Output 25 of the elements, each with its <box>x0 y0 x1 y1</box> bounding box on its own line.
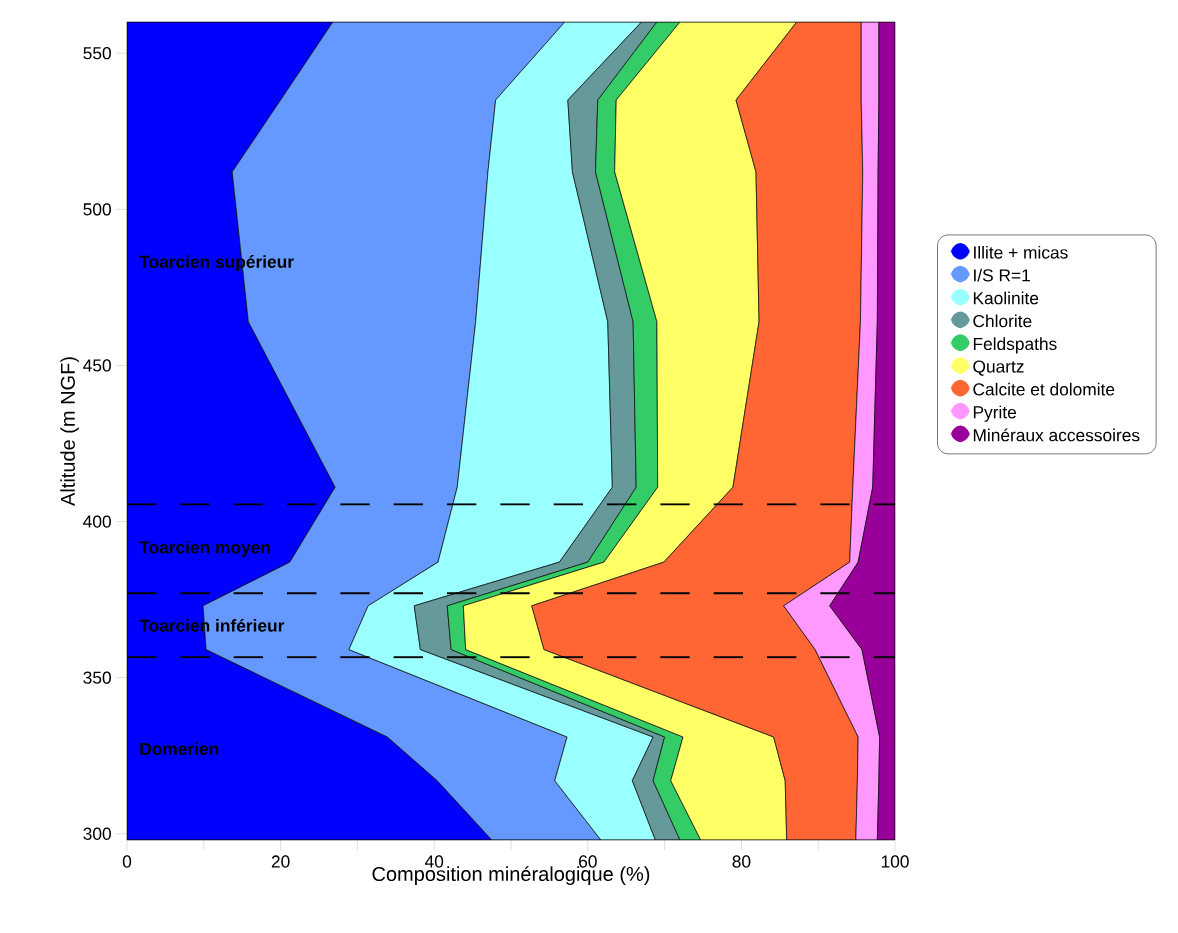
legend-label: Quartz <box>973 360 1024 376</box>
x-tick-label: 100 <box>881 855 909 868</box>
x-tick-label: 80 <box>732 855 751 868</box>
y-axis-title: Altitude (m NGF) <box>60 357 79 506</box>
x-axis-title: Composition minéralogique (%) <box>372 866 650 885</box>
y-tick-label: 400 <box>83 515 111 528</box>
y-tick-label: 500 <box>83 203 111 216</box>
legend-label: Minéraux accessoires <box>973 428 1140 442</box>
x-tick-label: 20 <box>271 855 290 868</box>
legend-label: Calcite et dolomite <box>973 382 1115 396</box>
y-tick-label: 550 <box>83 47 111 60</box>
y-tick-label: 350 <box>83 671 111 684</box>
annotation: Toarcien moyen <box>139 540 270 557</box>
legend-label: Kaolinite <box>973 291 1039 305</box>
legend-label: I/S R=1 <box>974 268 1030 282</box>
legend-label: Pyrite <box>973 405 1017 422</box>
x-tick-label: 0 <box>122 855 132 868</box>
annotation: Domerien <box>140 742 219 756</box>
legend-label: Feldspaths <box>973 337 1057 354</box>
y-tick-label: 450 <box>83 359 111 372</box>
legend-label: Chlorite <box>973 314 1032 328</box>
x-tick-label: 40 <box>424 855 444 868</box>
legend-label: Illite + micas <box>974 245 1068 259</box>
x-tick-label: 60 <box>579 855 597 868</box>
y-tick-label: 300 <box>83 827 111 840</box>
